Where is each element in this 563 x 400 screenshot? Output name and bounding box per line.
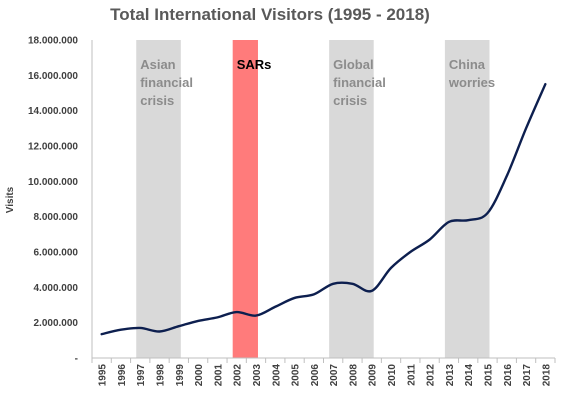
y-tick-label: 18.000.000 bbox=[28, 36, 78, 47]
event-band-label: Global bbox=[333, 57, 373, 72]
x-tick-label: 1997 bbox=[136, 364, 147, 387]
x-tick-label: 2011 bbox=[406, 364, 417, 386]
chart-title: Total International Visitors (1995 - 201… bbox=[110, 5, 430, 24]
x-tick-label: 2002 bbox=[233, 364, 244, 387]
event-band-label: crisis bbox=[333, 93, 367, 108]
y-tick-label: 6.000.000 bbox=[34, 248, 79, 259]
x-tick-label: 1995 bbox=[98, 364, 109, 387]
y-tick-label: 8.000.000 bbox=[34, 212, 79, 223]
x-tick-label: 2010 bbox=[387, 364, 398, 387]
event-band-label: crisis bbox=[140, 93, 174, 108]
x-tick-label: 1999 bbox=[175, 364, 186, 387]
y-tick-label: - bbox=[75, 354, 78, 365]
event-band-labels: Asian financial crisis SARs Global financial c… bbox=[140, 57, 495, 108]
x-tick-label: 2016 bbox=[503, 364, 514, 387]
y-tick-label: 4.000.000 bbox=[34, 283, 79, 294]
x-tick-label: 1996 bbox=[117, 364, 128, 387]
x-tick-label: 2005 bbox=[291, 364, 302, 387]
y-tick-labels: - 2.000.000 4.000.000 6.000.000 8.000.000 10.… bbox=[28, 36, 78, 365]
event-band-label: financial bbox=[333, 75, 386, 90]
event-band bbox=[444, 40, 490, 358]
series-lines bbox=[100, 82, 547, 336]
x-tick-label: 2018 bbox=[541, 364, 552, 387]
x-tick-label: 2000 bbox=[194, 364, 205, 387]
x-tick-label: 2004 bbox=[271, 364, 282, 387]
x-tick-label: 2017 bbox=[522, 364, 533, 387]
event-bands bbox=[136, 40, 490, 358]
x-tick-label: 2006 bbox=[310, 364, 321, 387]
event-band bbox=[232, 40, 258, 358]
x-tick-label: 2014 bbox=[464, 364, 475, 387]
y-tick-label: 16.000.000 bbox=[28, 71, 78, 82]
y-tick-label: 10.000.000 bbox=[28, 177, 78, 188]
x-tick-label: 2013 bbox=[445, 364, 456, 387]
event-band-label: worries bbox=[448, 75, 495, 90]
event-band bbox=[136, 40, 181, 358]
x-tick-labels: 1995 1996 1997 1998 1999 2000 2001 2002 2003 2004… bbox=[91, 358, 556, 387]
event-band-label: financial bbox=[140, 75, 193, 90]
event-band-label: China bbox=[449, 57, 486, 72]
x-tick-label: 2007 bbox=[329, 364, 340, 387]
x-tick-label: 1998 bbox=[156, 364, 167, 387]
y-tick-label: 2.000.000 bbox=[34, 318, 79, 329]
x-tick-label: 2009 bbox=[368, 364, 379, 387]
event-band bbox=[329, 40, 374, 358]
x-tick-label: 2001 bbox=[213, 364, 224, 387]
x-tick-label: 2008 bbox=[348, 364, 359, 387]
y-tick-label: 14.000.000 bbox=[28, 106, 78, 117]
y-tick-label: 12.000.000 bbox=[28, 142, 78, 153]
event-band-label: SARs bbox=[237, 57, 272, 72]
series-line bbox=[100, 82, 547, 336]
x-tick-label: 2012 bbox=[426, 364, 437, 387]
x-tick-label: 2003 bbox=[252, 364, 263, 387]
y-axis-label: Visits bbox=[5, 186, 16, 213]
x-tick-label: 2015 bbox=[483, 364, 494, 387]
event-band-label: Asian bbox=[140, 57, 175, 72]
